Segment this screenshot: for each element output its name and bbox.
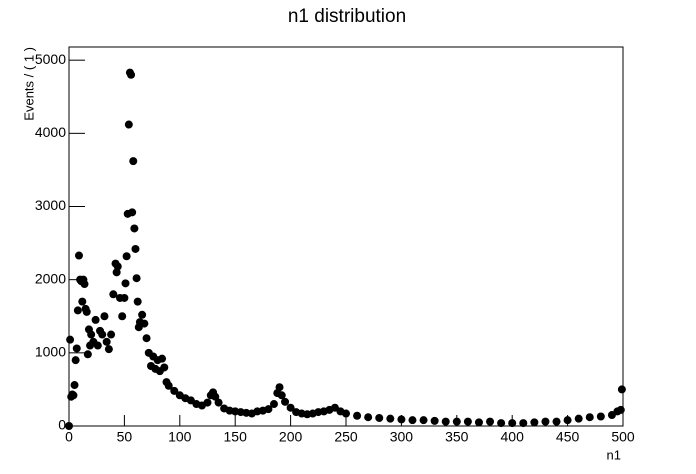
data-point [121,279,130,288]
data-point [102,337,111,346]
data-point [80,280,89,289]
data-point [342,409,350,418]
data-point [497,419,506,428]
data-point [129,157,138,166]
data-point [65,422,73,430]
y-tick-label: 1000 [35,344,66,360]
data-point [353,411,362,420]
y-axis-label: Events / ( 1 ) [21,47,36,121]
data-point [164,381,173,390]
data-point [203,398,212,407]
y-tick-label: 4000 [35,124,66,140]
x-tick-label: 50 [117,429,133,445]
x-tick-label: 100 [168,429,192,445]
x-axis-label: n1 [607,447,621,462]
data-point [158,354,167,363]
data-point [72,344,81,353]
x-tick-label: 300 [390,429,414,445]
data-point [122,252,131,261]
chart-title: n1 distribution [288,6,406,27]
data-point [118,312,127,321]
data-point [128,208,137,217]
data-point [83,350,92,359]
data-point [508,419,517,428]
x-tick-label: 150 [224,429,248,445]
data-point [596,412,605,421]
data-point [70,381,79,390]
data-point [264,405,273,414]
x-tick-label: 350 [445,429,469,445]
data-point [87,330,96,339]
y-tick-label: 5000 [35,51,66,67]
data-point [452,417,461,426]
data-point [74,251,83,260]
data-point [375,413,384,422]
data-point [91,315,100,324]
data-point [519,419,528,428]
data-point [441,417,450,426]
data-point [73,306,82,315]
y-tick-label: 2000 [35,270,66,286]
data-point [66,335,75,344]
data-point [127,70,136,79]
data-point [142,334,151,343]
data-point [541,417,550,426]
data-point [211,392,220,401]
data-point [109,290,118,299]
data-point [170,386,179,395]
data-point [130,224,139,233]
x-tick-label: 200 [279,429,303,445]
data-point [71,356,80,365]
data-point [364,413,373,422]
data-point [133,297,142,306]
data-point [616,405,625,414]
data-point [124,120,133,129]
data-point [93,341,102,350]
data-point [107,330,116,339]
data-point [463,417,472,426]
data-point [386,414,395,423]
data-point [275,383,284,392]
data-point [131,244,140,253]
data-point [138,310,147,319]
data-point [160,363,169,372]
data-point [408,416,417,425]
data-point [552,417,561,426]
data-point [269,400,278,409]
data-point [397,415,406,424]
data-point [563,416,572,425]
data-point [530,418,539,427]
data-point [104,345,113,354]
data-point [140,319,149,328]
data-point [419,416,428,425]
y-tick-label: 0 [58,417,66,433]
data-point [585,413,594,422]
data-point [281,397,290,406]
data-point [98,330,107,339]
data-point [214,398,223,407]
data-point [430,416,439,425]
data-point [574,414,583,423]
data-point [277,391,286,400]
data-point [82,307,91,316]
data-point [617,385,626,394]
x-tick-label: 500 [611,429,635,445]
data-point [286,403,295,412]
data-point [132,274,141,283]
data-point [120,293,129,302]
data-point [78,297,87,306]
data-point [69,391,78,400]
x-tick-label: 250 [334,429,358,445]
x-tick-label: 450 [556,429,580,445]
data-point [486,417,495,426]
y-tick-label: 3000 [35,197,66,213]
data-point [113,262,122,271]
data-point [100,312,109,321]
x-tick-label: 400 [501,429,525,445]
x-tick-label: 0 [65,429,73,445]
data-point [474,418,483,427]
